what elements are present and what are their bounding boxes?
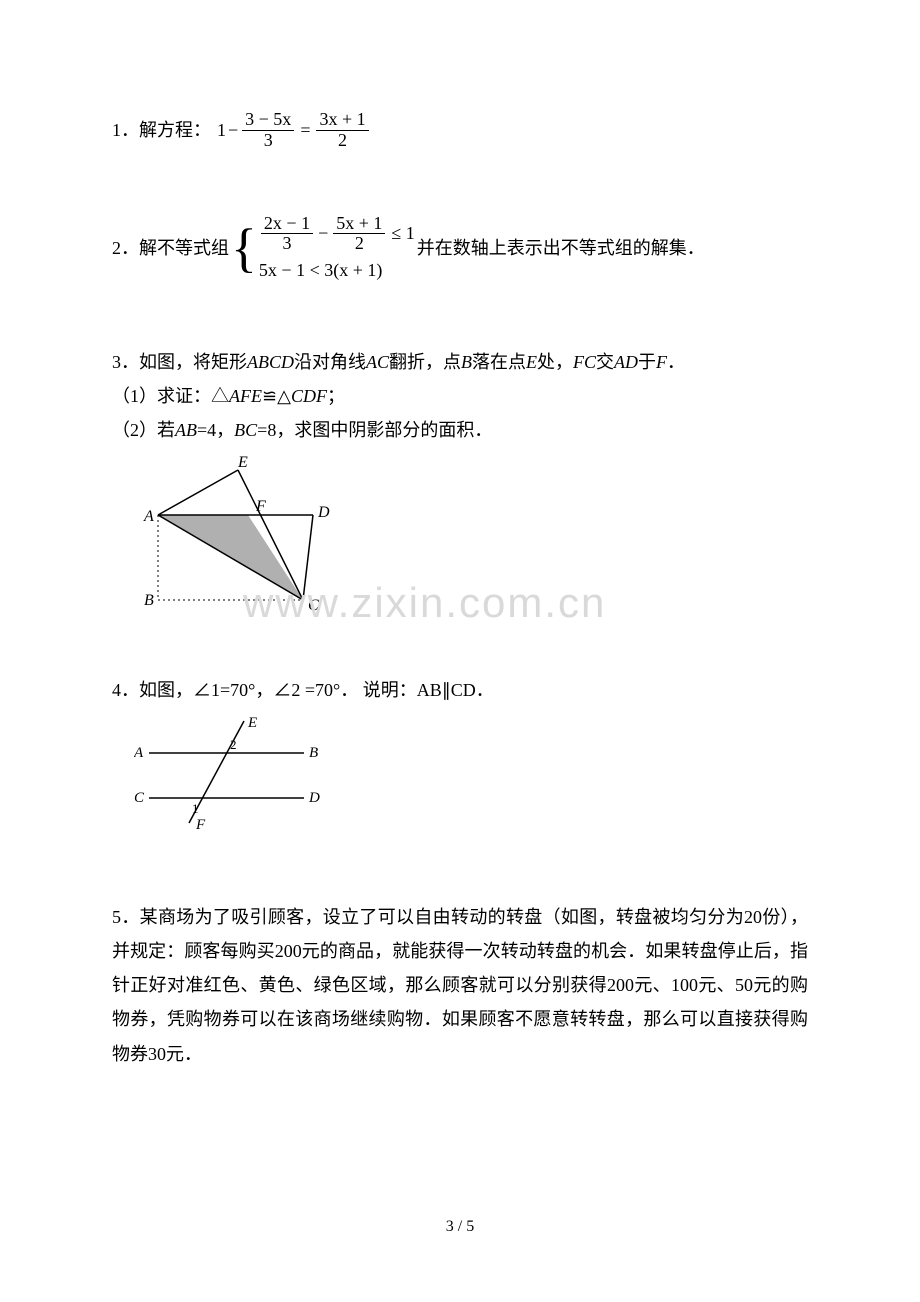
p3-s2-a: （2）若 — [112, 420, 175, 440]
p1-const: 1 — [217, 113, 226, 147]
seg-dc — [303, 515, 313, 600]
brace-icon: { — [231, 221, 257, 275]
p2-label-post: 并在数轴上表示出不等式组的解集． — [417, 231, 705, 265]
p1-frac2-den: 2 — [335, 131, 350, 151]
problem-1: 1．解方程： 1 − 3 − 5x 3 = 3x + 1 2 — [112, 110, 808, 151]
p3-l1-g: 落在点 — [472, 352, 526, 372]
p4-text: 4．如图，∠1=70°，∠2 =70°． 说明：AB∥CD． — [112, 673, 808, 707]
p3-s2-e: =8，求图中阴影部分的面积． — [257, 420, 492, 440]
p3-l1-d: AC — [366, 352, 389, 372]
lbl4-1: 1 — [192, 801, 199, 816]
lbl4-e: E — [247, 715, 257, 731]
p3-sub2: （2）若AB=4，BC=8，求图中阴影部分的面积． — [112, 413, 808, 447]
p3-s2-c: =4， — [197, 420, 234, 440]
p3-s1-a: （1）求证：△ — [112, 386, 229, 406]
p3-l1-a: 3．如图，将矩形 — [112, 352, 247, 372]
p3-l1-h: E — [526, 352, 537, 372]
p5-text: 5．某商场为了吸引顾客，设立了可以自由转动的转盘（如图，转盘被均匀分为20份），… — [112, 907, 808, 1064]
p2-r1-tail: ≤ 1 — [391, 223, 414, 245]
p3-l1-i: 处， — [537, 352, 573, 372]
p2-r1-f1-den: 3 — [280, 234, 295, 254]
lbl-e: E — [237, 455, 248, 471]
p4-figure: A B C D E F 2 1 — [134, 713, 334, 833]
lbl4-f: F — [195, 817, 206, 833]
p2-label-pre: 2．解不等式组 — [112, 231, 229, 265]
p3-l1-b: ABCD — [247, 352, 294, 372]
p2-rows: 2x − 1 3 − 5x + 1 2 ≤ 1 5x − 1 < 3(x + 1… — [259, 211, 415, 285]
p1-frac2: 3x + 1 2 — [316, 110, 368, 151]
p1-frac1: 3 − 5x 3 — [242, 110, 294, 151]
lbl-b: B — [144, 592, 154, 609]
problem-2: 2．解不等式组 { 2x − 1 3 − 5x + 1 2 ≤ 1 5x − 1… — [112, 211, 808, 285]
lbl-a: A — [143, 508, 154, 525]
p3-s1-d: CDF — [291, 386, 327, 406]
p2-row2: 5x − 1 < 3(x + 1) — [259, 260, 415, 282]
lbl4-a: A — [134, 745, 144, 761]
p3-l1-o: ． — [667, 352, 685, 372]
p3-l1-n: F — [656, 352, 667, 372]
p1-eq: = — [300, 113, 310, 147]
problem-1-line: 1．解方程： 1 − 3 − 5x 3 = 3x + 1 2 — [112, 110, 808, 151]
p2-row1: 2x − 1 3 − 5x + 1 2 ≤ 1 — [259, 214, 415, 255]
lbl4-c: C — [134, 790, 145, 806]
lbl-d: D — [317, 504, 330, 521]
p3-s2-b: AB — [175, 420, 197, 440]
lbl-f: F — [255, 498, 266, 515]
lbl4-b: B — [309, 745, 318, 761]
p3-s2-d: BC — [234, 420, 257, 440]
p3-l1-j: FC — [573, 352, 596, 372]
lbl4-d: D — [308, 790, 320, 806]
p3-s1-e: ； — [327, 386, 345, 406]
p2-r1-minus: − — [318, 223, 328, 245]
problem-2-line: 2．解不等式组 { 2x − 1 3 − 5x + 1 2 ≤ 1 5x − 1… — [112, 211, 808, 285]
p1-minus: − — [228, 113, 238, 147]
seg-ae — [158, 470, 238, 515]
p2-r1-f2-den: 2 — [352, 234, 367, 254]
p3-l1-k: 交 — [596, 352, 614, 372]
p3-s1-b: AFE — [229, 386, 262, 406]
p1-label: 1．解方程： — [112, 113, 211, 147]
p3-s1-c: ≌△ — [262, 386, 291, 406]
p3-sub1: （1）求证：△AFE≌△CDF； — [112, 379, 808, 413]
lbl4-2: 2 — [230, 737, 237, 752]
problem-3: 3．如图，将矩形ABCD沿对角线AC翻折，点B落在点E处，FC交AD于F． （1… — [112, 345, 808, 627]
p1-frac1-den: 3 — [261, 131, 276, 151]
p3-l1-e: 翻折，点 — [389, 352, 461, 372]
p1-frac1-num: 3 − 5x — [242, 110, 294, 131]
p3-l1-f: B — [461, 352, 472, 372]
page-number: 3 / 5 — [0, 1212, 920, 1242]
p2-r1-f1-num: 2x − 1 — [261, 214, 313, 235]
p3-figure: A B C D E F www.zixin.com.cn — [138, 455, 348, 615]
p2-system: { 2x − 1 3 − 5x + 1 2 ≤ 1 5x − 1 < 3(x +… — [231, 211, 415, 285]
problem-5: 5．某商场为了吸引顾客，设立了可以自由转动的转盘（如图，转盘被均匀分为20份），… — [112, 900, 808, 1071]
p3-line1: 3．如图，将矩形ABCD沿对角线AC翻折，点B落在点E处，FC交AD于F． — [112, 345, 808, 379]
lbl-c: C — [308, 597, 319, 614]
p2-r1-f2: 5x + 1 2 — [333, 214, 385, 255]
p3-l1-m: 于 — [638, 352, 656, 372]
p1-frac2-num: 3x + 1 — [316, 110, 368, 131]
p4-svg: A B C D E F 2 1 — [134, 713, 334, 833]
p3-l1-c: 沿对角线 — [294, 352, 366, 372]
p2-r1-f2-num: 5x + 1 — [333, 214, 385, 235]
p3-l1-l: AD — [614, 352, 638, 372]
p3-svg: A B C D E F — [138, 455, 348, 615]
p2-r1-f1: 2x − 1 3 — [261, 214, 313, 255]
problem-4: 4．如图，∠1=70°，∠2 =70°． 说明：AB∥CD． A B C D E… — [112, 673, 808, 844]
